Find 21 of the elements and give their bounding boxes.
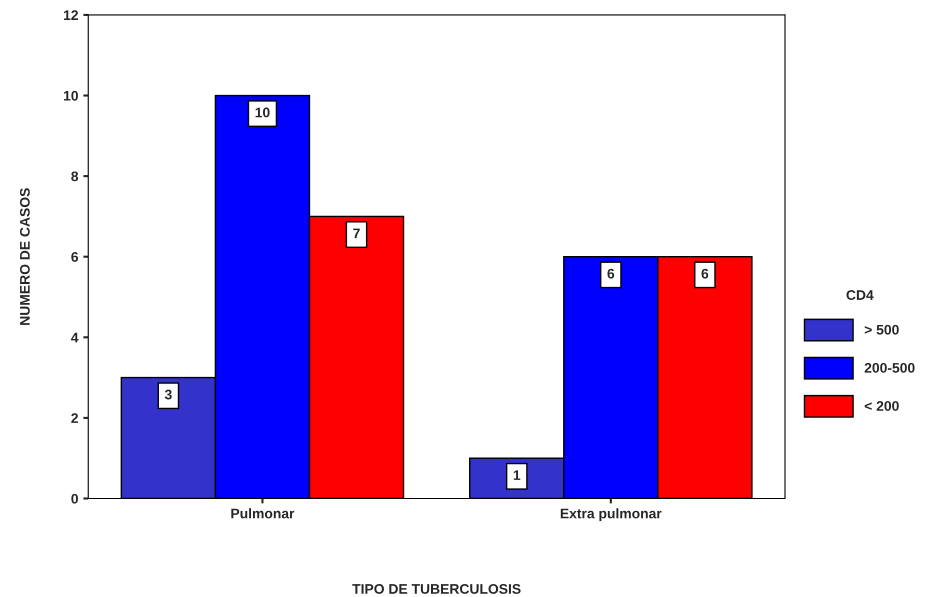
x-axis-title: TIPO DE TUBERCULOSIS (352, 584, 521, 594)
legend-label: > 500 (864, 324, 899, 335)
data-label: 6 (702, 268, 708, 279)
y-tick-label: 2 (71, 413, 78, 423)
legend-label: < 200 (864, 401, 899, 411)
x-tick-label: Extra pulmonar (560, 508, 662, 522)
y-tick-label: 6 (71, 252, 78, 262)
legend-title: CD4 (846, 290, 874, 300)
y-tick-label: 4 (71, 332, 78, 342)
y-tick-label: 0 (71, 494, 78, 504)
data-label: 6 (607, 268, 614, 279)
y-tick-label: 8 (71, 171, 78, 182)
y-tick-label: 10 (64, 90, 78, 101)
legend-label: 200-500 (864, 362, 915, 373)
data-label: 1 (514, 470, 520, 480)
x-tick-label: Pulmonar (231, 508, 294, 518)
data-label: 3 (164, 390, 172, 400)
data-label: 10 (256, 108, 270, 118)
y-axis-title: NUMERO DE CASOS (20, 188, 30, 325)
data-label: 7 (353, 228, 360, 238)
y-tick-label: 12 (64, 10, 78, 20)
